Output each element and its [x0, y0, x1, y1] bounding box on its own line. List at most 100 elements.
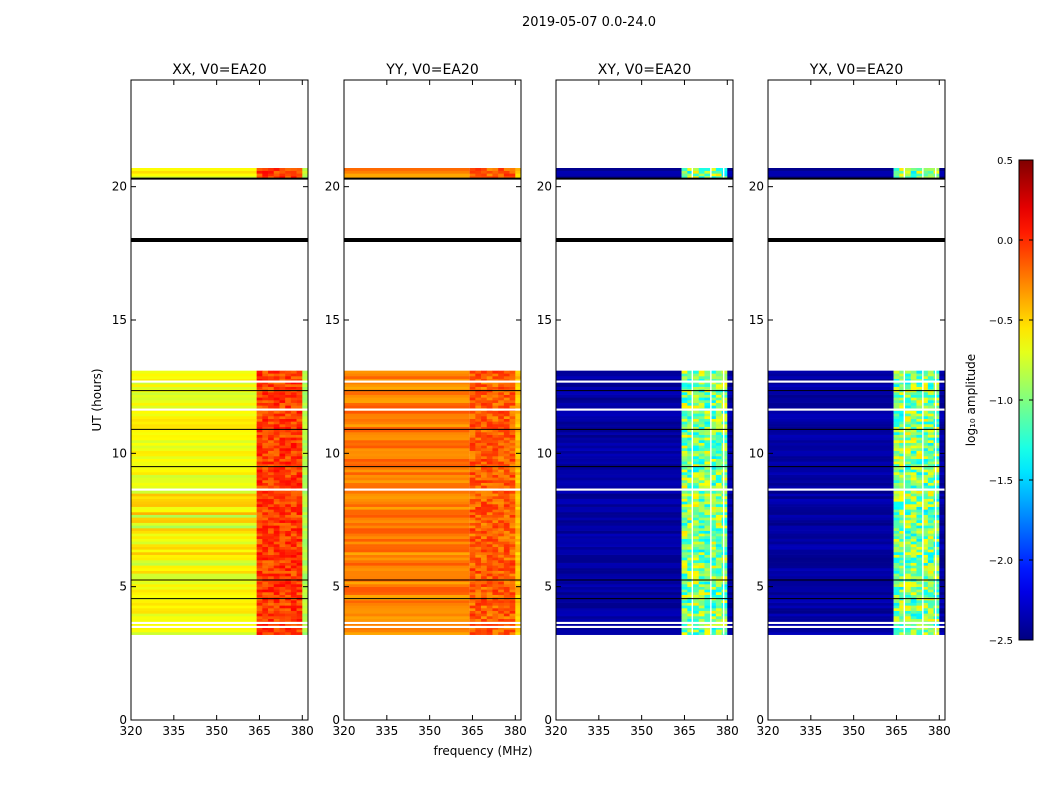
heatmap-cell [927, 429, 934, 433]
heatmap-row [768, 474, 894, 478]
heatmap-row [556, 592, 682, 595]
heatmap-cell [893, 624, 900, 627]
heatmap-row [556, 426, 682, 430]
heatmap-cell [268, 600, 275, 603]
heatmap-cell [262, 608, 269, 611]
heatmap-cell [721, 632, 728, 635]
heatmap-cell [910, 464, 917, 467]
heatmap-cell [687, 405, 694, 409]
heatmap-cell [509, 440, 516, 443]
heatmap-cell [910, 546, 917, 550]
heatmap-cell [486, 522, 493, 526]
heatmap-cell [509, 536, 516, 539]
heatmap-cell [693, 477, 700, 481]
heatmap-cell [481, 514, 488, 518]
heatmap-cell [481, 536, 488, 539]
heatmap-cell [698, 173, 705, 177]
heatmap-cell [922, 525, 929, 529]
heatmap-cell [285, 565, 292, 569]
heatmap-cell [498, 458, 505, 462]
heatmap-cell [893, 504, 900, 507]
heatmap-cell [498, 520, 505, 523]
heatmap-row [727, 376, 733, 379]
heatmap-cell [262, 394, 269, 398]
heatmap-cell [262, 170, 269, 174]
heatmap-cell [268, 517, 275, 521]
heatmap-cell [905, 442, 912, 446]
heatmap-row [727, 496, 733, 499]
heatmap-row [939, 581, 945, 585]
heatmap-row [768, 376, 894, 379]
heatmap-row [556, 568, 682, 571]
heatmap-cell [475, 482, 482, 486]
heatmap-cell [262, 421, 269, 425]
heatmap-cell [927, 533, 934, 537]
heatmap-cell [509, 504, 516, 507]
heatmap-row [939, 461, 945, 465]
heatmap-cell [256, 522, 263, 526]
heatmap-cell [279, 397, 286, 401]
heatmap-cell [469, 418, 476, 422]
heatmap-row [344, 562, 470, 566]
heatmap-row [131, 424, 257, 427]
heatmap-cell [681, 392, 688, 395]
heatmap-cell [509, 432, 516, 435]
heatmap-cell [910, 477, 917, 481]
heatmap-row [727, 445, 733, 449]
heatmap-cell [933, 573, 940, 577]
heatmap-cell [285, 170, 292, 174]
heatmap-cell [910, 517, 917, 521]
heatmap-cell [296, 629, 303, 633]
heatmap-cell [256, 549, 263, 553]
heatmap-cell [273, 541, 280, 545]
heatmap-cell [509, 170, 516, 174]
heatmap-row [131, 629, 257, 633]
heatmap-cell [273, 485, 280, 489]
heatmap-cell [256, 557, 263, 561]
heatmap-row [727, 624, 733, 627]
heatmap-cell [469, 426, 476, 430]
heatmap-cell [486, 445, 493, 449]
heatmap-row [344, 501, 470, 505]
heatmap-cell [296, 448, 303, 451]
heatmap-row [939, 464, 945, 467]
heatmap-cell [693, 482, 700, 486]
heatmap-row [344, 504, 470, 507]
heatmap-row [344, 618, 470, 622]
heatmap-cell [927, 557, 934, 561]
heatmap-cell [899, 466, 906, 470]
heatmap-cell [916, 378, 923, 382]
heatmap-row [344, 554, 470, 558]
heatmap-row [515, 482, 521, 486]
heatmap-cell [290, 512, 297, 515]
heatmap-row [556, 421, 682, 425]
heatmap-cell [704, 461, 711, 465]
heatmap-cell [268, 445, 275, 449]
heatmap-cell [698, 610, 705, 614]
heatmap-cell [905, 546, 912, 550]
heatmap-cell [916, 573, 923, 577]
heatmap-cell [509, 565, 516, 569]
heatmap-cell [681, 570, 688, 574]
heatmap-cell [704, 522, 711, 526]
heatmap-cell [681, 560, 688, 563]
heatmap-cell [509, 514, 516, 518]
heatmap-cell [469, 498, 476, 502]
heatmap-cell [509, 557, 516, 561]
heatmap-cell [893, 501, 900, 505]
heatmap-cell [279, 557, 286, 561]
heatmap-cell [693, 402, 700, 406]
heatmap-cell [893, 477, 900, 481]
heatmap-cell [481, 421, 488, 425]
heatmap-cell [698, 618, 705, 622]
heatmap-cell [710, 632, 717, 635]
heatmap-cell [469, 434, 476, 438]
heatmap-cell [710, 381, 717, 385]
colorbar-tick-label: 0.0 [997, 236, 1013, 247]
heatmap-cell [285, 386, 292, 390]
heatmap-cell [710, 496, 717, 499]
heatmap-cell [503, 440, 510, 443]
heatmap-cell [933, 544, 940, 547]
heatmap-cell [710, 592, 717, 595]
heatmap-cell [290, 397, 297, 401]
